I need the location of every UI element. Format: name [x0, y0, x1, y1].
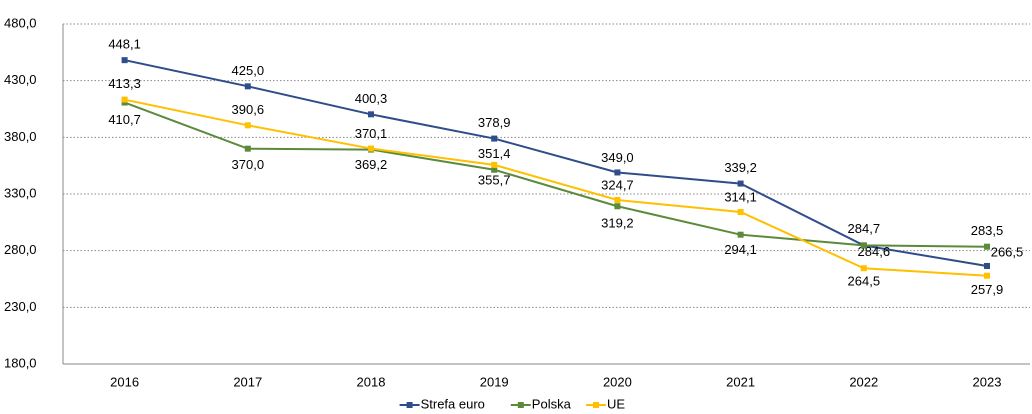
series-line	[124, 101, 988, 248]
data-label: 390,6	[232, 102, 265, 117]
legend-label: Polska	[532, 396, 572, 411]
data-label: 294,1	[724, 242, 757, 257]
point-marker	[368, 111, 374, 118]
x-tick-label: 2023	[973, 374, 1002, 389]
x-tick-label: 2022	[849, 374, 878, 389]
x-tick-label: 2016	[110, 374, 139, 389]
data-label: 284,7	[848, 221, 881, 236]
data-label: 319,2	[601, 216, 634, 231]
data-label: 400,3	[355, 91, 388, 106]
point-marker	[368, 145, 374, 152]
data-label: 266,5	[991, 244, 1024, 259]
point-marker	[614, 169, 621, 176]
data-label: 425,0	[232, 63, 265, 78]
point-marker	[860, 242, 867, 249]
x-tick-label: 2017	[233, 374, 262, 389]
data-label: 370,1	[355, 126, 388, 141]
x-tick-label: 2019	[480, 374, 509, 389]
y-tick-label: 330,0	[4, 185, 37, 200]
point-marker	[121, 96, 128, 103]
point-marker	[984, 243, 990, 250]
data-label: 413,3	[108, 76, 141, 91]
legend-label: UE	[607, 396, 625, 411]
point-marker	[984, 272, 990, 279]
point-marker	[614, 197, 621, 204]
y-tick-label: 380,0	[4, 129, 37, 144]
point-marker	[244, 145, 251, 152]
point-marker	[491, 161, 498, 168]
y-tick-label: 280,0	[4, 242, 37, 257]
y-tick-label: 430,0	[4, 72, 37, 87]
data-label: 324,7	[601, 177, 634, 192]
point-marker	[860, 265, 867, 272]
data-label: 369,2	[355, 157, 388, 172]
point-marker	[614, 203, 621, 210]
data-label: 314,1	[724, 189, 757, 204]
point-marker	[491, 166, 498, 173]
data-label: 283,5	[971, 223, 1004, 238]
data-label: 264,5	[848, 274, 881, 289]
legend-marker	[517, 402, 524, 408]
y-tick-label: 480,0	[4, 15, 37, 30]
series-line	[124, 98, 988, 277]
x-tick-label: 2021	[726, 374, 755, 389]
legend-label: Strefa euro	[421, 396, 485, 411]
data-label: 351,4	[478, 146, 511, 161]
point-marker	[244, 122, 251, 129]
x-tick-label: 2020	[603, 374, 632, 389]
point-marker	[737, 231, 744, 238]
point-marker	[491, 135, 498, 142]
data-label: 410,7	[108, 112, 141, 127]
point-marker	[121, 57, 128, 64]
legend-marker	[406, 402, 413, 408]
point-marker	[737, 209, 744, 216]
data-label: 339,2	[724, 160, 757, 175]
y-tick-label: 230,0	[4, 299, 37, 314]
data-label: 378,9	[478, 115, 511, 130]
x-tick-label: 2018	[357, 374, 386, 389]
data-label: 349,0	[601, 150, 634, 165]
point-marker	[984, 262, 990, 269]
point-marker	[244, 83, 251, 90]
y-tick-label: 180,0	[4, 355, 37, 370]
data-label: 448,1	[108, 37, 141, 52]
series-line	[124, 59, 988, 267]
data-label: 355,7	[478, 172, 511, 187]
point-marker	[737, 180, 744, 187]
legend-marker	[593, 402, 599, 408]
data-label: 370,0	[232, 157, 265, 172]
data-label: 257,9	[971, 282, 1004, 297]
